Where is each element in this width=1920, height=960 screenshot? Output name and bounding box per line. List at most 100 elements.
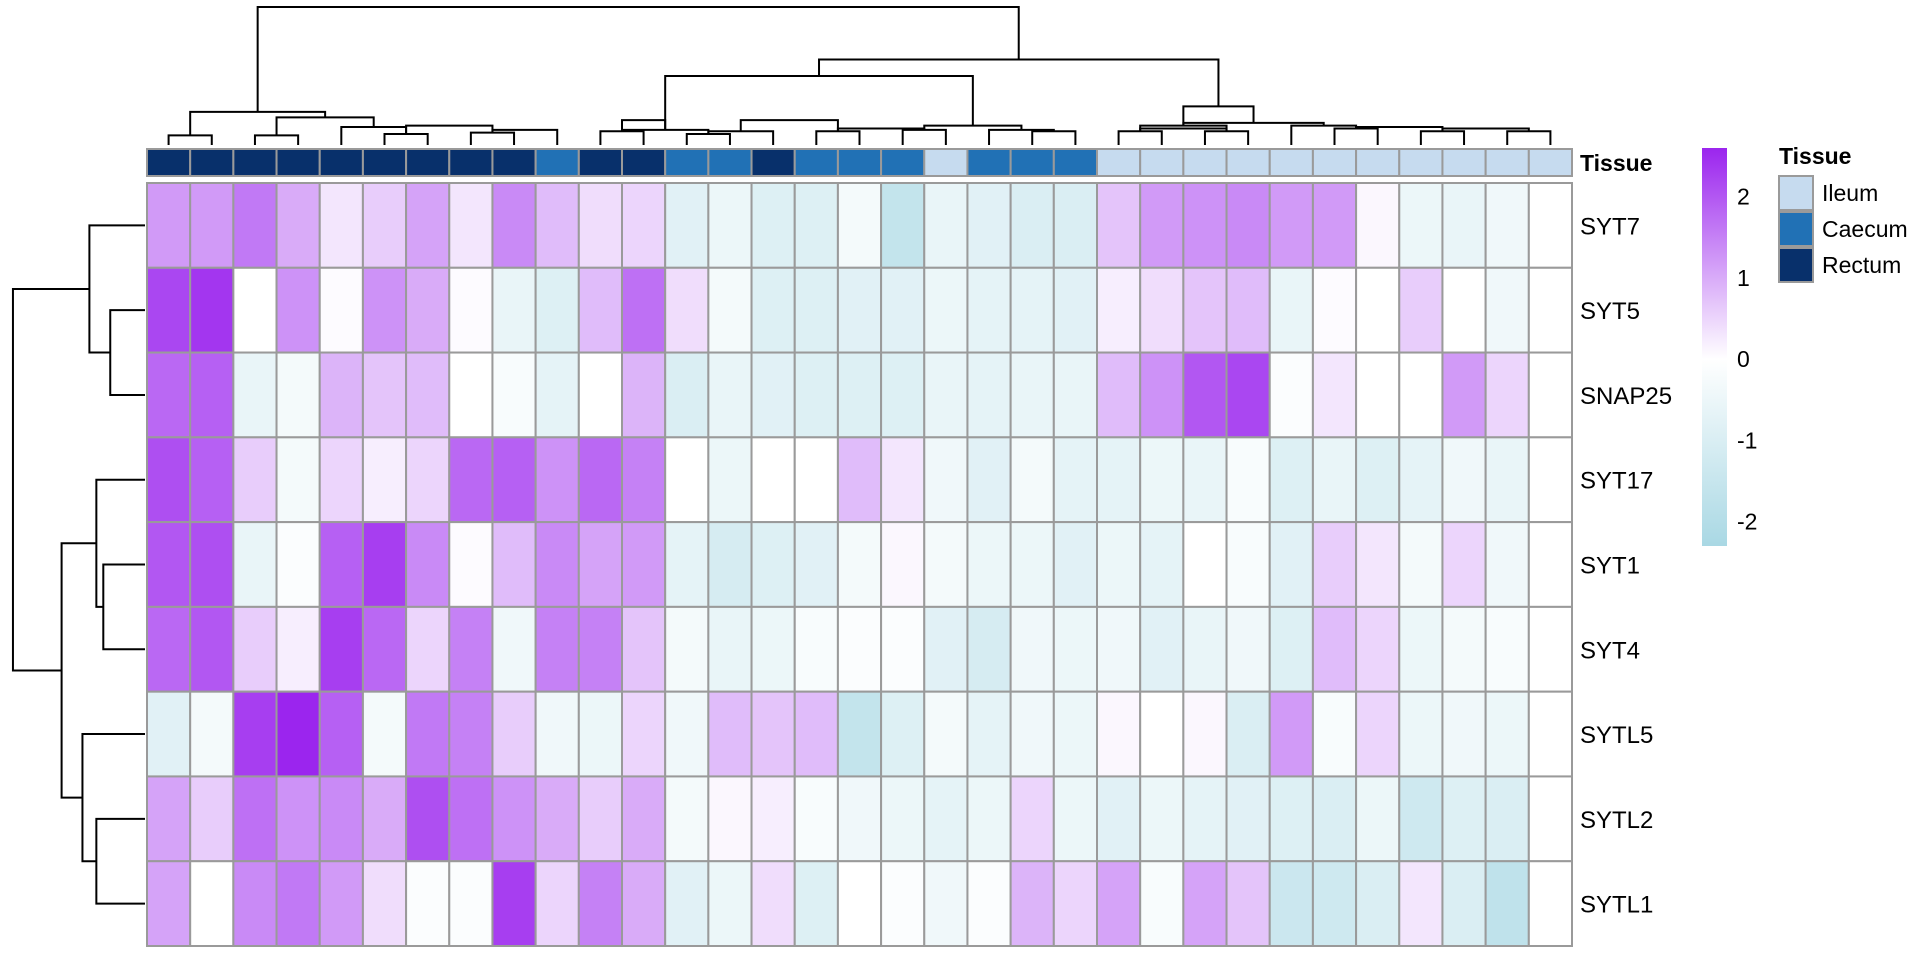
heatmap-cell — [405, 605, 451, 693]
heatmap-cell — [621, 351, 667, 439]
heatmap-cell — [405, 775, 451, 863]
dendrogram-branch — [256, 6, 1020, 112]
annotation-cell — [1355, 148, 1401, 177]
heatmap-cell — [621, 605, 667, 693]
heatmap-cell — [664, 605, 710, 693]
heatmap-cell — [923, 266, 969, 354]
heatmap-cell — [880, 690, 926, 778]
annotation-cell — [405, 148, 451, 177]
row-label: SYT7 — [1580, 213, 1640, 240]
heatmap-cell — [146, 860, 192, 948]
heatmap-cell — [1268, 436, 1314, 524]
dendrogram-branch — [383, 132, 429, 145]
legend-label: Caecum — [1822, 216, 1908, 242]
row-labels: SYT7 SYT5 SNAP25 SYT17 SYT1 SYT4 SYTL5 SYTL2 SYT… — [1580, 213, 1672, 918]
color-scale-tick: 1 — [1737, 265, 1750, 291]
heatmap-cell — [1139, 436, 1185, 524]
annotation-cell — [966, 148, 1012, 177]
heatmap-cell — [1052, 266, 1099, 354]
heatmap-cell — [1052, 351, 1099, 439]
dendrogram-branch — [664, 75, 974, 130]
annotation-cell — [1441, 148, 1487, 177]
dendrogram-branch — [1506, 130, 1552, 145]
heatmap-cell — [361, 351, 408, 439]
heatmap-cell — [750, 521, 796, 608]
heatmap-cell — [361, 860, 408, 948]
heatmap-cell — [836, 351, 883, 439]
heatmap-cell — [405, 860, 451, 948]
heatmap-cell — [750, 266, 796, 354]
heatmap-cell — [880, 521, 926, 608]
dendrogram-branch — [405, 124, 494, 134]
heatmap-cell — [1441, 182, 1487, 269]
heatmap-cell — [189, 521, 235, 608]
heatmap-cell — [621, 436, 667, 524]
heatmap-cell — [1398, 605, 1444, 693]
heatmap-cell — [1484, 182, 1530, 269]
heatmap-cell — [880, 860, 926, 948]
heatmap-cell — [1484, 266, 1530, 354]
heatmap-cell — [923, 775, 969, 863]
heatmap-cell — [1441, 775, 1487, 863]
heatmap-cell — [1398, 436, 1444, 524]
heatmap-cell — [1009, 436, 1055, 524]
row-label: SYTL5 — [1580, 722, 1653, 749]
heatmap-cell — [1139, 521, 1185, 608]
heatmap-cell — [146, 605, 192, 693]
heatmap-cell — [1355, 351, 1401, 439]
heatmap-cell — [1355, 690, 1401, 778]
heatmap-cell — [836, 860, 883, 948]
heatmap-cell — [664, 266, 710, 354]
annotation-cell — [275, 148, 321, 177]
annotation-cell — [448, 148, 494, 177]
heatmap-cell — [1182, 182, 1228, 269]
heatmap-cell — [361, 436, 408, 524]
heatmap-cell — [1009, 860, 1055, 948]
heatmap-cell — [621, 860, 667, 948]
heatmap-cell — [966, 605, 1012, 693]
heatmap-cell — [1096, 605, 1142, 693]
heatmap-cell — [750, 860, 796, 948]
heatmap-cell — [707, 182, 753, 269]
annotation-cell — [534, 148, 580, 177]
heatmap-cell — [1225, 436, 1271, 524]
heatmap-cell — [1311, 775, 1358, 863]
heatmap-cell — [836, 436, 883, 524]
annotation-cell — [491, 148, 537, 177]
heatmap-cell — [146, 266, 192, 354]
heatmap-cell — [448, 182, 494, 269]
heatmap-cell — [146, 775, 192, 863]
heatmap-cell — [1441, 860, 1487, 948]
heatmap-cell — [1009, 521, 1055, 608]
heatmap-cell — [750, 605, 796, 693]
row-label: SYT4 — [1580, 637, 1640, 664]
heatmap-cell — [1139, 266, 1185, 354]
heatmap-cell — [534, 351, 580, 439]
heatmap-cell — [793, 775, 839, 863]
heatmap-cell — [1096, 860, 1142, 948]
heatmap-cell — [1441, 605, 1487, 693]
heatmap-cell — [577, 436, 623, 524]
heatmap-cell — [880, 182, 926, 269]
heatmap-cell — [491, 266, 537, 354]
heatmap-cell — [923, 436, 969, 524]
heatmap-cell — [750, 690, 796, 778]
heatmap-cell — [1484, 521, 1530, 608]
legend-label: Rectum — [1822, 252, 1901, 278]
heatmap-cell — [189, 860, 235, 948]
dendrogram-branch — [102, 563, 145, 651]
heatmap-cell — [1096, 182, 1142, 269]
annotation-cell — [1268, 148, 1314, 177]
heatmap-cell — [664, 860, 710, 948]
heatmap-cell — [923, 605, 969, 693]
heatmap-cell — [1052, 690, 1099, 778]
heatmap-cell — [707, 860, 753, 948]
heatmap-cell — [1527, 182, 1574, 269]
row-label: SNAP25 — [1580, 383, 1672, 410]
heatmap-cell — [836, 266, 883, 354]
heatmap-cell — [448, 266, 494, 354]
dendrogram-branch — [253, 134, 300, 145]
annotation-cell — [1182, 148, 1228, 177]
heatmap-cell — [1484, 605, 1530, 693]
dendrogram-branch — [599, 130, 645, 145]
